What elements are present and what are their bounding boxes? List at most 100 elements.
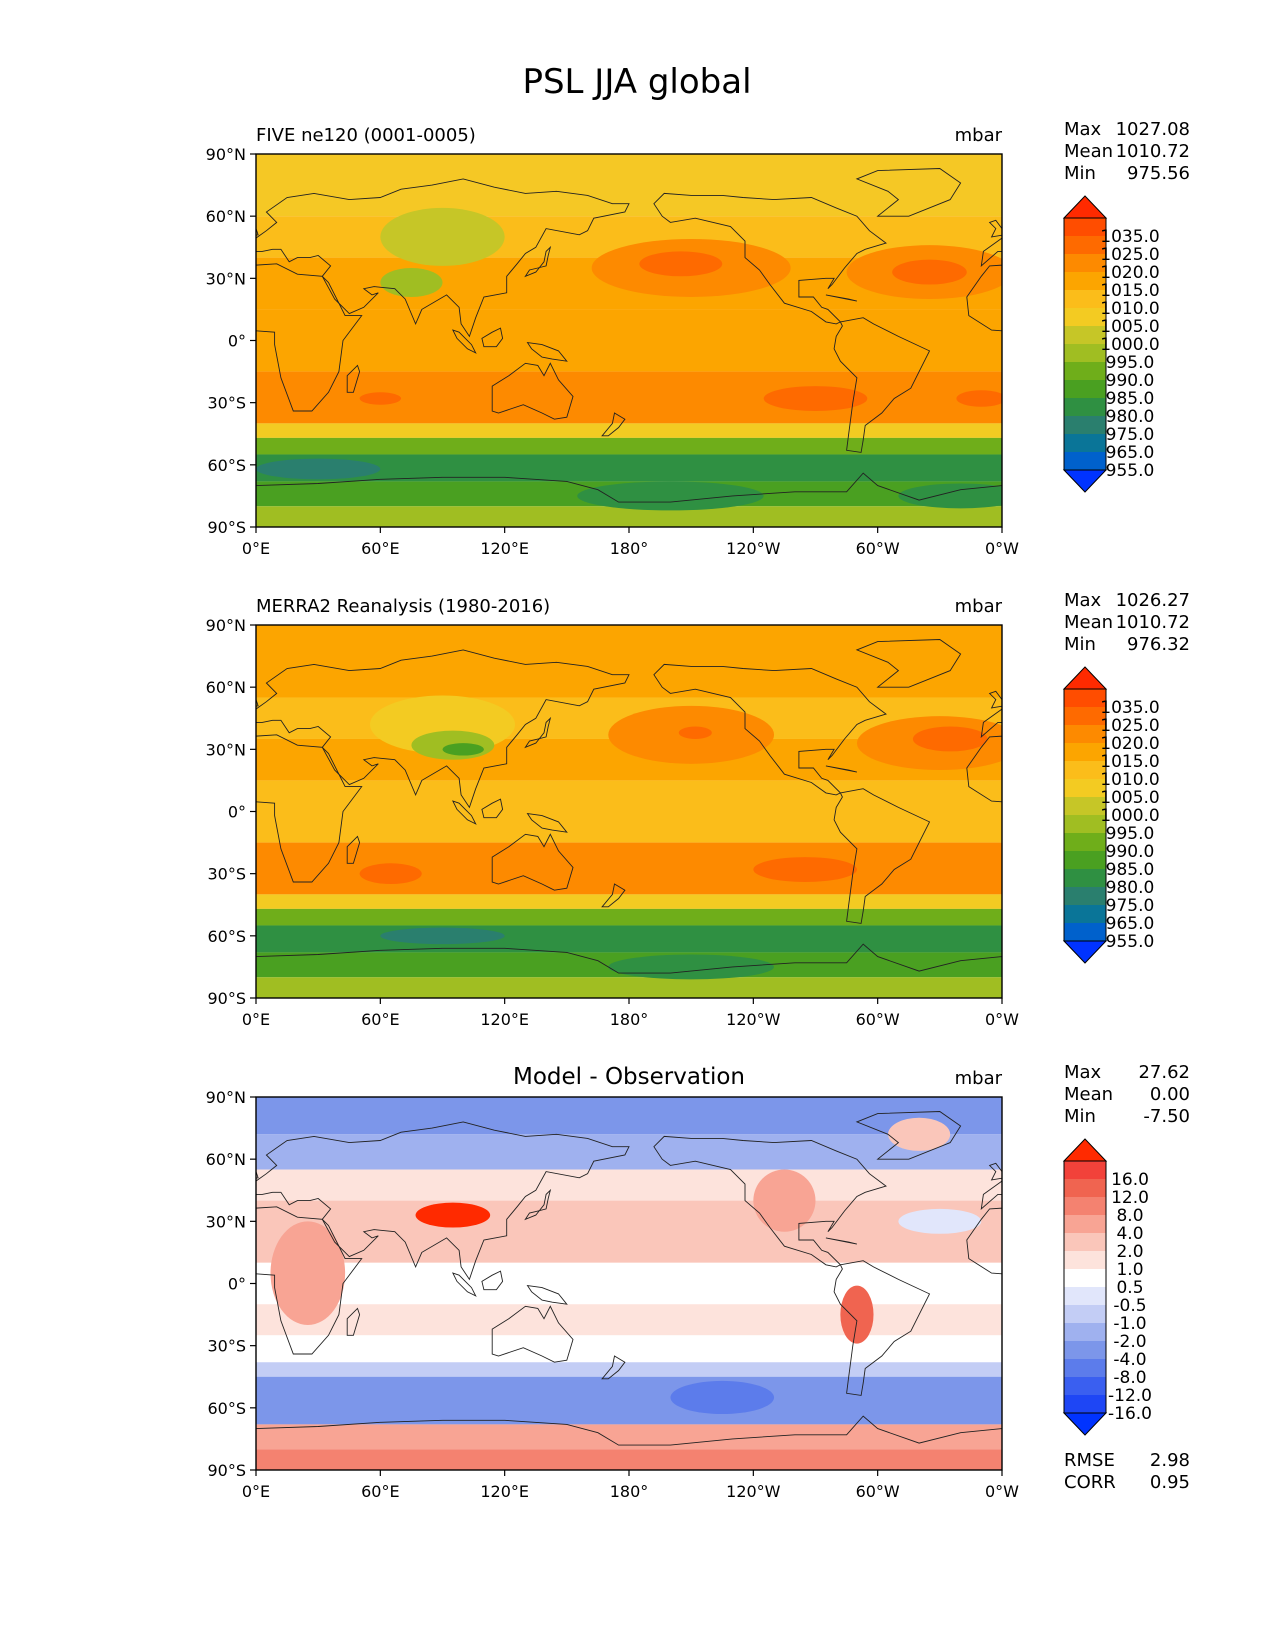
- colorbar-segment: [1064, 1323, 1106, 1341]
- colorbar-segment: [1064, 272, 1106, 290]
- stat-max-label: Max: [1064, 119, 1102, 140]
- coastline-uk: [256, 698, 259, 707]
- field-blob: [270, 1221, 346, 1325]
- metrics-block: RMSE 2.98 CORR 0.95: [1064, 1450, 1190, 1493]
- field-blob: [888, 1117, 951, 1151]
- lat-tick-label: 60°S: [207, 456, 246, 475]
- colorbar-segment: [1064, 869, 1106, 887]
- colorbar-label: 955.0: [1106, 461, 1155, 481]
- colorbar-outline: [1063, 217, 1107, 471]
- colorbar-segment: [1064, 743, 1106, 761]
- colorbar-label: 1020.0: [1100, 263, 1159, 283]
- coastline-uk: [988, 690, 1002, 709]
- coastline-australia: [491, 1305, 574, 1363]
- land-outlines: [256, 639, 1002, 998]
- colorbar-segment: [1064, 905, 1106, 923]
- coastline-africa: [256, 1206, 363, 1355]
- colorbar-extend-max: [1062, 666, 1108, 690]
- field-band: [256, 423, 1002, 438]
- lon-tick-label: 120°E: [480, 539, 529, 558]
- colorbar-label: 1005.0: [1100, 317, 1159, 337]
- lat-tick-label: 60°S: [207, 1399, 246, 1418]
- lat-tick-label: 0°: [228, 332, 246, 351]
- colorbar-segment: [1064, 1269, 1106, 1287]
- colorbar-label: 1025.0: [1100, 716, 1159, 736]
- colorbar-segment: [1064, 1287, 1106, 1305]
- coastline-south-america: [833, 317, 931, 453]
- field-blob: [753, 857, 857, 882]
- colorbar-label: 965.0: [1106, 914, 1155, 934]
- coastline-antarctica: [256, 943, 1002, 998]
- lon-tick-label: 60°W: [856, 539, 900, 558]
- lat-tick-label: 90°N: [206, 1088, 246, 1107]
- field-blob: [380, 267, 443, 297]
- colorbar-label: 1000.0: [1100, 335, 1159, 355]
- rmse-value: 2.98: [1150, 1450, 1190, 1471]
- lon-tick-label: 0°E: [242, 1482, 270, 1501]
- coastline-greenland: [855, 639, 962, 688]
- colorbar-label: 2.0: [1116, 1242, 1143, 1262]
- colorbar-segment: [1064, 236, 1106, 254]
- colorbar-segment: [1064, 1305, 1106, 1323]
- field-blob: [670, 1380, 775, 1415]
- field-blob: [380, 927, 505, 945]
- panel-model: FIVE ne120 (0001-0005) mbar 90°N 60°N 30°N…: [206, 119, 1190, 558]
- lat-tick-label: 60°N: [206, 1150, 246, 1169]
- corr-value: 0.95: [1150, 1472, 1190, 1493]
- coastline-australia: [491, 833, 574, 891]
- colorbar-label: -12.0: [1108, 1386, 1152, 1406]
- lat-tick-label: 60°N: [206, 678, 246, 697]
- coastline-uk: [988, 1162, 1002, 1181]
- colorbar: 1035.01025.01020.01015.01010.01005.01000…: [1062, 195, 1160, 493]
- field-band: [256, 506, 1002, 527]
- colorbar-label: -8.0: [1113, 1368, 1146, 1388]
- colorbar-segment: [1064, 815, 1106, 833]
- lat-tick-label: 90°S: [207, 518, 246, 537]
- lon-tick-label: 60°E: [361, 1010, 399, 1029]
- colorbar-segment: [1064, 887, 1106, 905]
- lon-tick-label: 120°E: [480, 1010, 529, 1029]
- stat-max-label: Max: [1064, 1062, 1102, 1083]
- colorbar-extend-min: [1062, 1412, 1108, 1436]
- colorbar-label: 16.0: [1111, 1170, 1149, 1190]
- lat-axis: 90°N 60°N 30°N 0° 30°S 60°S 90°S: [206, 145, 256, 537]
- coastline-europe-asia: [256, 1121, 630, 1281]
- stat-mean-label: Mean: [1064, 141, 1113, 162]
- field-blob: [415, 1202, 491, 1228]
- lat-tick-label: 0°: [228, 803, 246, 822]
- field-band: [256, 894, 1002, 909]
- coastline-borneo: [481, 327, 504, 348]
- stats-block: Max 27.62 Mean 0.00 Min -7.50: [1064, 1062, 1190, 1127]
- colorbar-label: -2.0: [1113, 1332, 1146, 1352]
- colorbar-segment: [1064, 923, 1106, 941]
- coastline-sumatra: [452, 329, 477, 354]
- colorbar-segment: [1064, 689, 1106, 707]
- colorbar-segment: [1064, 1341, 1106, 1359]
- field-blob: [256, 458, 381, 480]
- colorbar-label: -16.0: [1108, 1404, 1152, 1424]
- colorbar-label: 975.0: [1106, 896, 1155, 916]
- panel-title: MERRA2 Reanalysis (1980-2016): [256, 596, 550, 617]
- coastline-new-zealand: [601, 1355, 626, 1380]
- coastline-madagascar: [346, 1307, 361, 1336]
- lon-axis: 0°E 60°E 120°E 180° 120°W 60°W 0°W: [242, 527, 1019, 558]
- field-band: [256, 454, 1002, 482]
- colorbar-extend-min: [1062, 469, 1108, 493]
- colorbar: 16.012.08.04.02.01.00.5-0.5-1.0-2.0-4.0-…: [1062, 1138, 1152, 1436]
- lon-tick-label: 180°: [610, 1010, 649, 1029]
- field-blob: [359, 392, 402, 405]
- stat-mean-value: 1010.72: [1116, 612, 1190, 633]
- colorbar-label: -1.0: [1113, 1314, 1146, 1334]
- lon-tick-label: 180°: [610, 1482, 649, 1501]
- field-blob: [359, 863, 422, 885]
- land-outlines: [256, 168, 1002, 527]
- colorbar-label: 12.0: [1111, 1188, 1149, 1208]
- colorbar-label: 985.0: [1106, 389, 1155, 409]
- lat-tick-label: 30°S: [207, 1337, 246, 1356]
- panel-title: FIVE ne120 (0001-0005): [256, 125, 476, 146]
- lat-tick-label: 30°N: [206, 269, 246, 288]
- coastline-madagascar: [346, 835, 361, 864]
- lat-axis: 90°N 60°N 30°N 0° 30°S 60°S 90°S: [206, 1088, 256, 1480]
- field-blob: [898, 1208, 982, 1234]
